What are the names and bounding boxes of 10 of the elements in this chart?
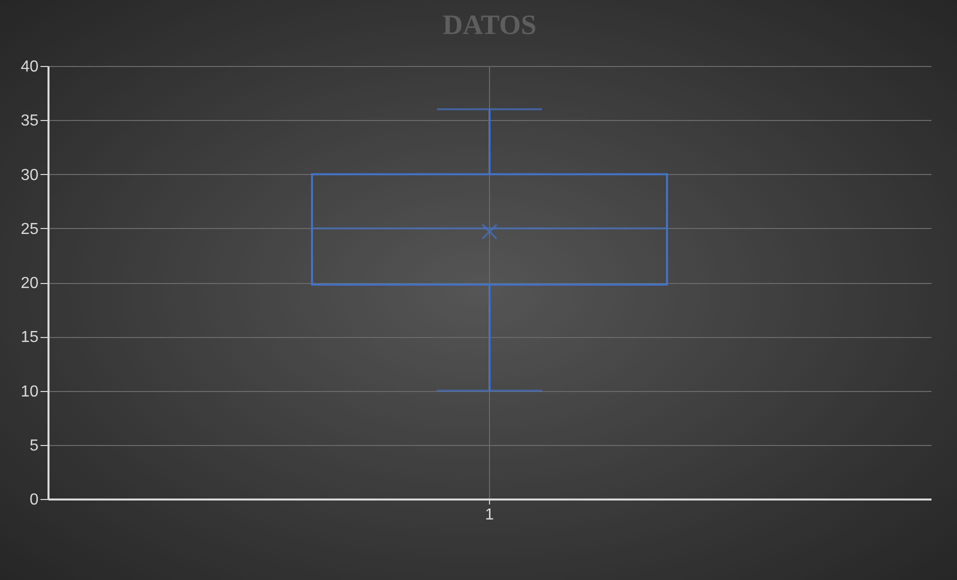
y-tick-label: 15 xyxy=(20,329,39,346)
x-tick-label: 1 xyxy=(485,506,494,524)
y-tick-label: 20 xyxy=(20,275,39,292)
y-tick-label: 10 xyxy=(20,383,39,400)
y-tick-label: 40 xyxy=(20,58,39,76)
y-tick-label: 0 xyxy=(30,492,39,508)
y-tick-label: 25 xyxy=(20,220,39,238)
y-tick-label: 35 xyxy=(20,112,39,130)
y-tick-label: 5 xyxy=(30,437,39,454)
y-tick-label: 30 xyxy=(20,166,39,184)
